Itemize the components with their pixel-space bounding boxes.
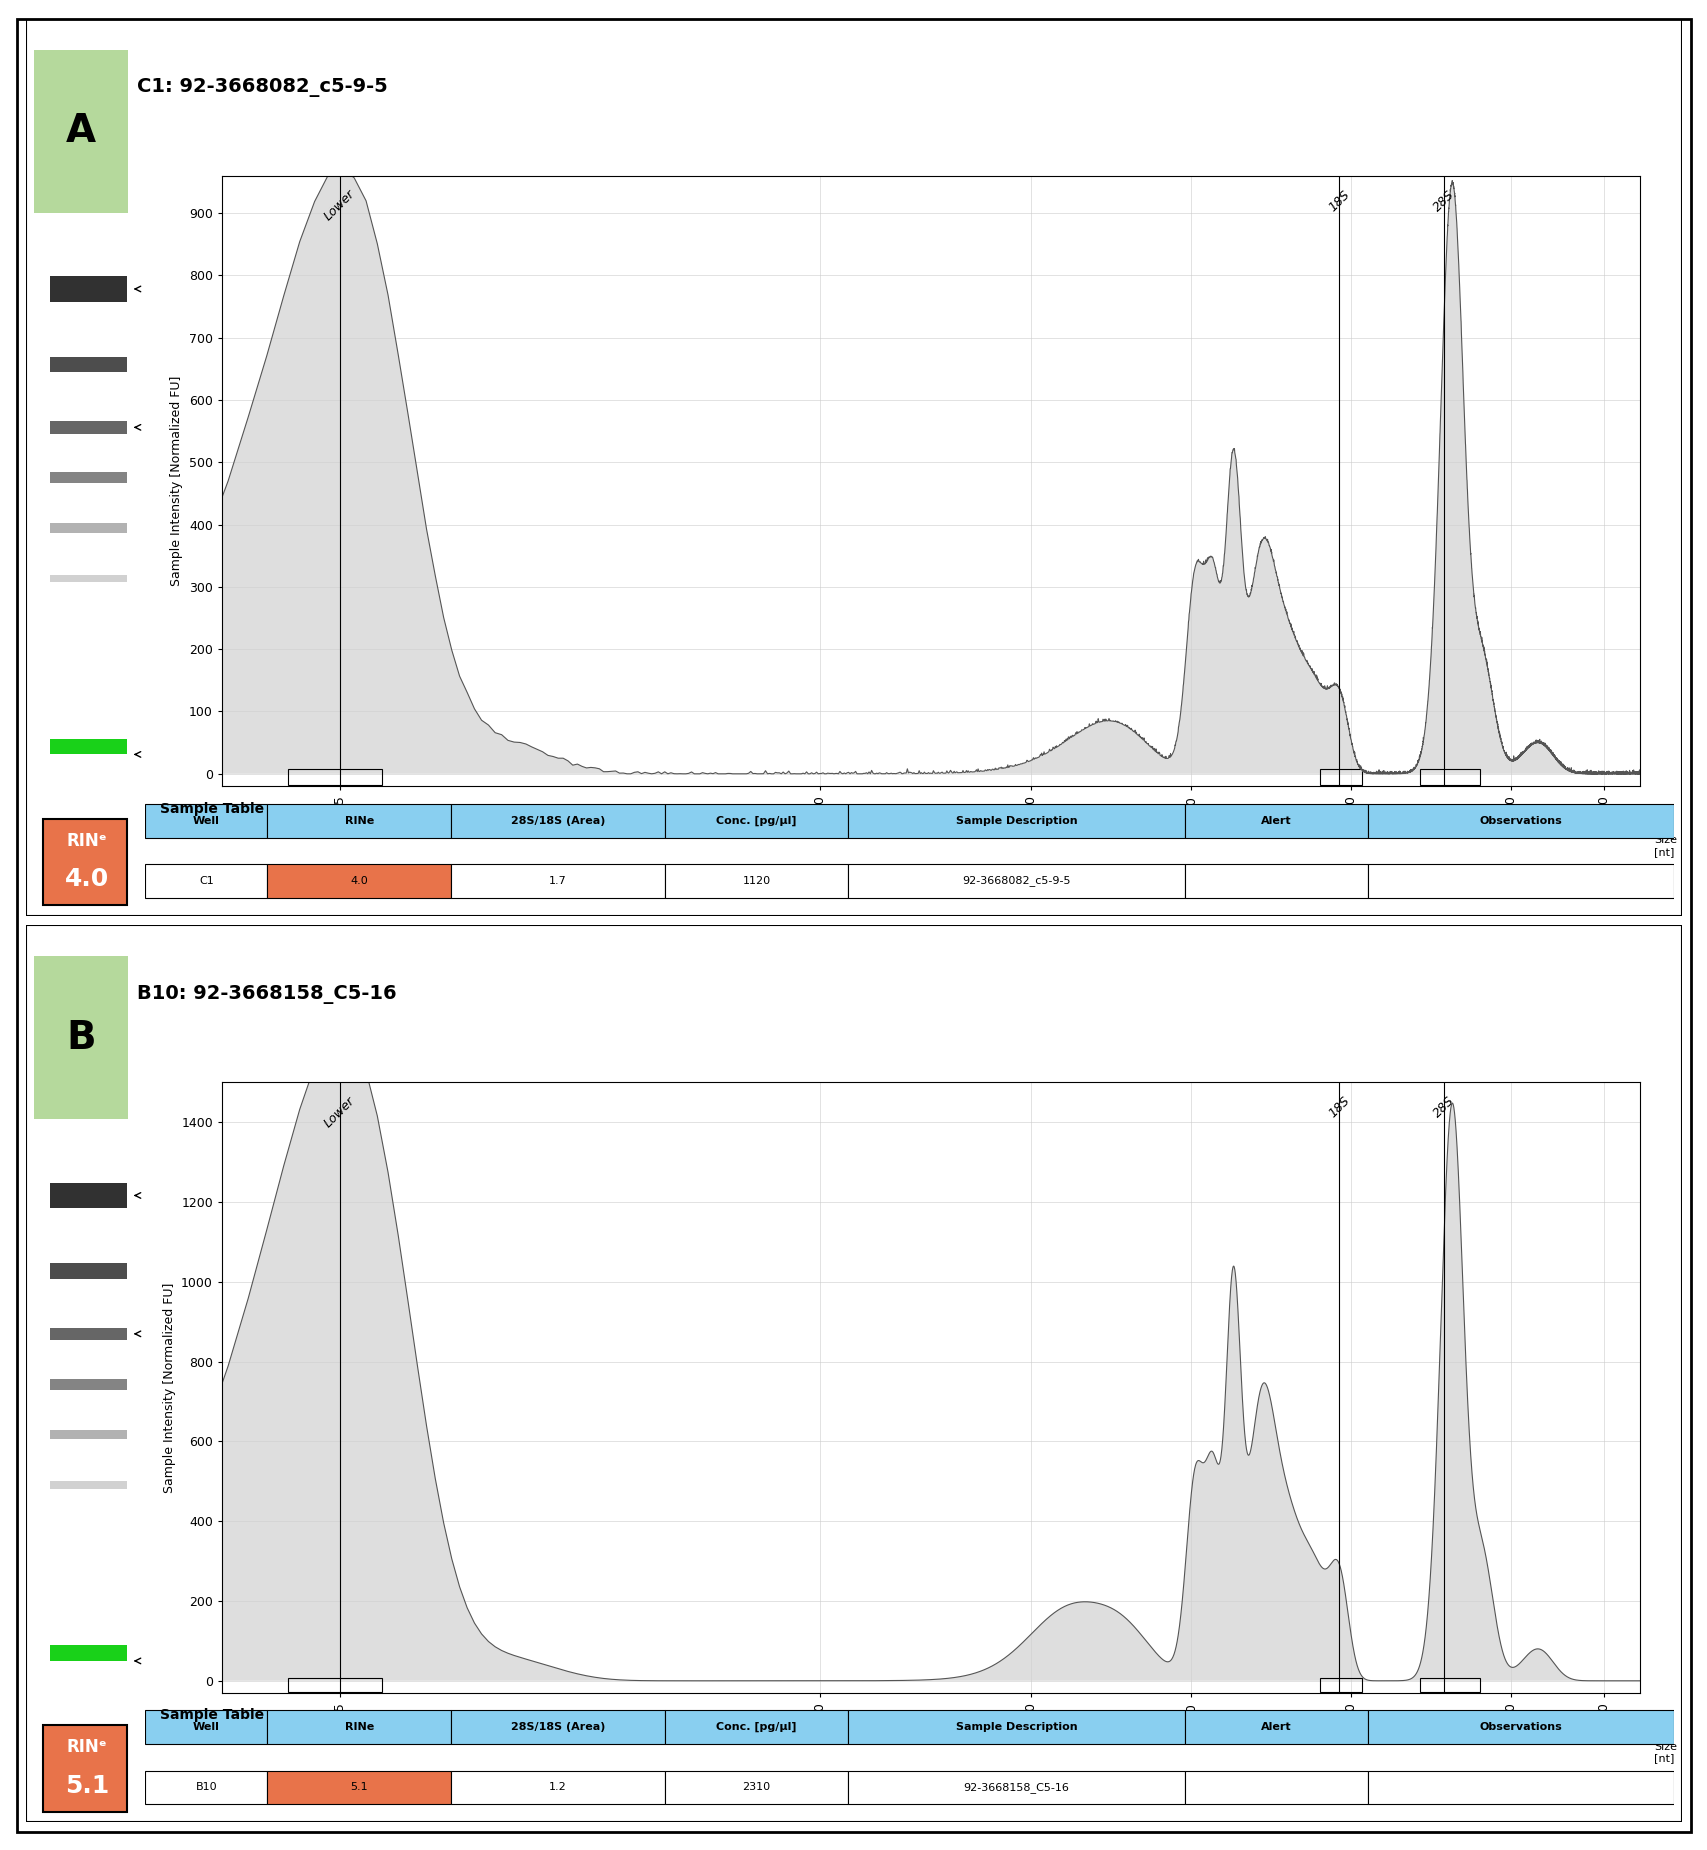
- Bar: [268, 864, 451, 897]
- Text: Alert: Alert: [1260, 1722, 1290, 1732]
- Text: Well: Well: [193, 816, 220, 825]
- Bar: [1367, 864, 1673, 897]
- Text: 28S/18S (Area): 28S/18S (Area): [510, 1722, 604, 1732]
- Bar: [288, 1678, 382, 1693]
- Bar: [268, 1711, 451, 1745]
- Bar: [1320, 770, 1360, 784]
- Text: 28S: 28S: [1430, 187, 1456, 215]
- Text: Alert: Alert: [1260, 816, 1290, 825]
- Bar: [1185, 1770, 1367, 1804]
- Y-axis label: Sample Intensity [Normalized FU]: Sample Intensity [Normalized FU]: [171, 376, 183, 586]
- Text: Conc. [pg/µl]: Conc. [pg/µl]: [715, 1722, 797, 1732]
- Text: 1.7: 1.7: [548, 875, 567, 886]
- Bar: [50, 738, 126, 755]
- Bar: [848, 805, 1185, 838]
- Bar: [50, 472, 126, 483]
- Text: 92-3668082_c5-9-5: 92-3668082_c5-9-5: [961, 875, 1070, 886]
- Bar: [268, 805, 451, 838]
- Text: Sample Description: Sample Description: [956, 816, 1077, 825]
- Text: 1.2: 1.2: [548, 1782, 567, 1793]
- Bar: [145, 1770, 268, 1804]
- Text: RINe: RINe: [345, 1722, 374, 1732]
- Bar: [50, 1430, 126, 1439]
- Text: 4.0: 4.0: [65, 868, 109, 892]
- Text: Size
[nt]: Size [nt]: [1652, 1741, 1676, 1763]
- Text: 28S: 28S: [1430, 1093, 1456, 1121]
- Y-axis label: Sample Intensity [Normalized FU]: Sample Intensity [Normalized FU]: [162, 1282, 176, 1493]
- Bar: [145, 805, 268, 838]
- Text: B: B: [67, 1019, 96, 1056]
- Bar: [50, 1645, 126, 1661]
- Bar: [1367, 1711, 1673, 1745]
- Text: B10: 92-3668158_C5-16: B10: 92-3668158_C5-16: [137, 984, 396, 1005]
- Text: B10: B10: [195, 1782, 217, 1793]
- Bar: [50, 524, 126, 533]
- Bar: [50, 1264, 126, 1278]
- Text: 18S: 18S: [1325, 187, 1352, 215]
- Bar: [1419, 770, 1478, 784]
- Text: Size
[nt]: Size [nt]: [1652, 834, 1676, 857]
- Text: Sample Table: Sample Table: [160, 1708, 265, 1722]
- Bar: [451, 1711, 664, 1745]
- Bar: [1367, 805, 1673, 838]
- Text: 5.1: 5.1: [65, 1774, 109, 1798]
- Text: 4.0: 4.0: [350, 875, 367, 886]
- Bar: [50, 575, 126, 583]
- Bar: [50, 422, 126, 433]
- Bar: [1185, 805, 1367, 838]
- Bar: [50, 1378, 126, 1389]
- Bar: [50, 1482, 126, 1489]
- Text: Sample Table: Sample Table: [160, 801, 265, 816]
- Bar: [451, 1770, 664, 1804]
- Bar: [43, 820, 126, 905]
- Bar: [268, 1770, 451, 1804]
- Text: Lower: Lower: [321, 1093, 357, 1130]
- Text: 28S/18S (Area): 28S/18S (Area): [510, 816, 604, 825]
- Bar: [43, 1726, 126, 1811]
- Text: Lower: Lower: [321, 187, 357, 224]
- Bar: [664, 1711, 848, 1745]
- Text: RINe: RINe: [345, 816, 374, 825]
- Text: A: A: [67, 113, 96, 150]
- Text: Well: Well: [193, 1722, 220, 1732]
- Text: RINᵉ: RINᵉ: [67, 1739, 108, 1756]
- Bar: [848, 1770, 1185, 1804]
- Text: Conc. [pg/µl]: Conc. [pg/µl]: [715, 816, 797, 825]
- Bar: [1419, 1678, 1478, 1693]
- Bar: [50, 1182, 126, 1208]
- Text: 2310: 2310: [743, 1782, 770, 1793]
- Text: Observations: Observations: [1478, 816, 1562, 825]
- Bar: [145, 864, 268, 897]
- Text: 5.1: 5.1: [350, 1782, 367, 1793]
- Bar: [1367, 1770, 1673, 1804]
- Bar: [288, 770, 382, 784]
- Bar: [848, 1711, 1185, 1745]
- Bar: [664, 864, 848, 897]
- Bar: [1185, 864, 1367, 897]
- Bar: [50, 1328, 126, 1339]
- Bar: [1320, 1678, 1360, 1693]
- Text: C1: C1: [198, 875, 213, 886]
- Bar: [50, 276, 126, 302]
- Text: 1120: 1120: [743, 875, 770, 886]
- Bar: [145, 1711, 268, 1745]
- Bar: [664, 1770, 848, 1804]
- Text: Sample Description: Sample Description: [956, 1722, 1077, 1732]
- Bar: [1185, 1711, 1367, 1745]
- Text: RINᵉ: RINᵉ: [67, 832, 108, 849]
- Bar: [451, 864, 664, 897]
- Bar: [50, 357, 126, 372]
- Bar: [848, 864, 1185, 897]
- Text: 18S: 18S: [1325, 1093, 1352, 1121]
- Text: 92-3668158_C5-16: 92-3668158_C5-16: [963, 1782, 1069, 1793]
- Bar: [451, 805, 664, 838]
- Text: Observations: Observations: [1478, 1722, 1562, 1732]
- Bar: [664, 805, 848, 838]
- Text: C1: 92-3668082_c5-9-5: C1: 92-3668082_c5-9-5: [137, 78, 387, 98]
